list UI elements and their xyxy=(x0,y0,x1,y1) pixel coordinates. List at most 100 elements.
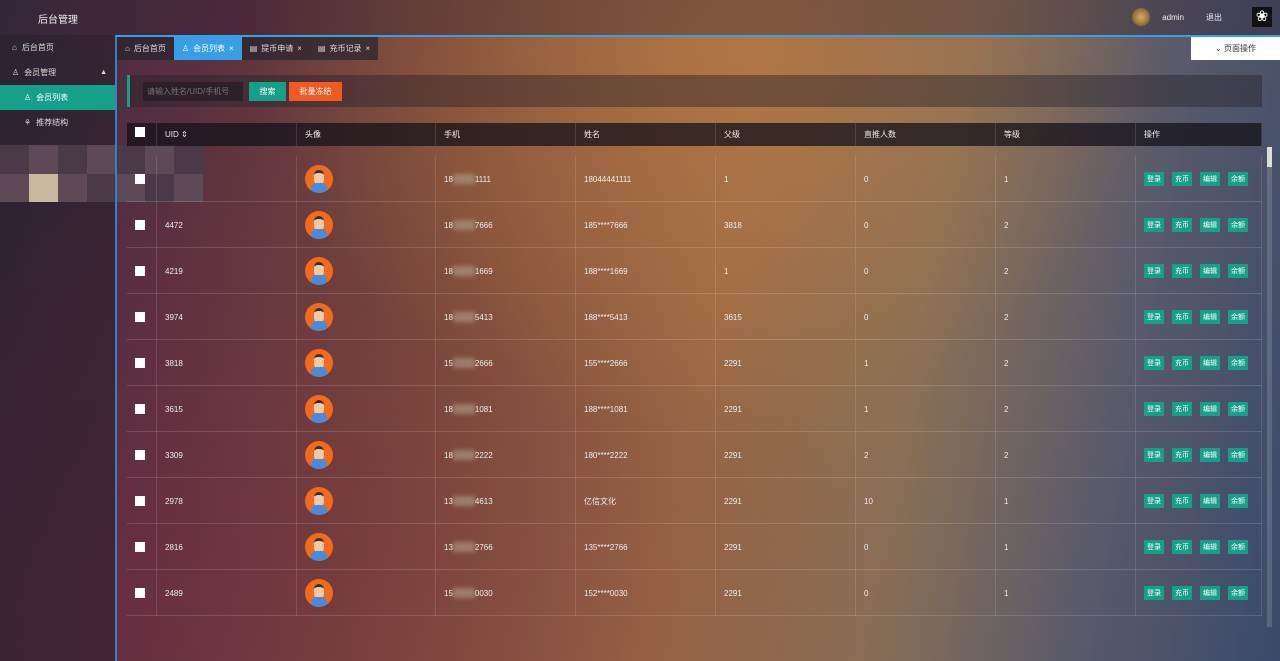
name-cell: 155****2666 xyxy=(576,340,716,386)
avatar xyxy=(305,303,333,331)
direct-count-cell: 0 xyxy=(856,524,996,570)
action-login-button[interactable]: 登录 xyxy=(1144,356,1164,370)
action-deposit-button[interactable]: 充币 xyxy=(1172,448,1192,462)
row-checkbox[interactable] xyxy=(135,496,145,506)
action-balance-button[interactable]: 余额 xyxy=(1228,218,1248,232)
action-edit-button[interactable]: 编辑 xyxy=(1200,448,1220,462)
action-login-button[interactable]: 登录 xyxy=(1144,448,1164,462)
action-balance-button[interactable]: 余额 xyxy=(1228,540,1248,554)
action-deposit-button[interactable]: 充币 xyxy=(1172,264,1192,278)
row-checkbox[interactable] xyxy=(135,266,145,276)
close-icon[interactable]: × xyxy=(365,44,371,53)
select-all-checkbox[interactable] xyxy=(135,127,145,137)
direct-count-cell: 0 xyxy=(856,248,996,294)
action-edit-button[interactable]: 编辑 xyxy=(1200,586,1220,600)
action-balance-button[interactable]: 余额 xyxy=(1228,172,1248,186)
uid-cell: 3615 xyxy=(157,386,297,432)
action-login-button[interactable]: 登录 xyxy=(1144,540,1164,554)
sidebar-item-member-list[interactable]: ♙ 会员列表 xyxy=(0,85,115,110)
action-deposit-button[interactable]: 充币 xyxy=(1172,494,1192,508)
search-button[interactable]: 搜索 xyxy=(249,82,286,101)
action-balance-button[interactable]: 余额 xyxy=(1228,310,1248,324)
action-login-button[interactable]: 登录 xyxy=(1144,494,1164,508)
action-edit-button[interactable]: 编辑 xyxy=(1200,218,1220,232)
phone-cell: 15 2666 xyxy=(436,340,576,386)
tab-withdraw-requests[interactable]: ▤ 提币申请 × xyxy=(242,37,310,60)
parent-cell: 2291 xyxy=(716,478,856,524)
phone-cell: 18 1111 xyxy=(436,156,576,202)
close-icon[interactable]: × xyxy=(297,44,302,53)
home-icon: ⌂ xyxy=(125,44,130,53)
action-deposit-button[interactable]: 充币 xyxy=(1172,356,1192,370)
action-edit-button[interactable]: 编辑 xyxy=(1200,172,1220,186)
row-checkbox[interactable] xyxy=(135,358,145,368)
action-balance-button[interactable]: 余额 xyxy=(1228,264,1248,278)
level-cell: 1 xyxy=(996,570,1136,616)
row-checkbox[interactable] xyxy=(135,450,145,460)
tab-deposit-records[interactable]: ▤ 充币记录 × xyxy=(310,37,378,60)
name-cell: 188****1669 xyxy=(576,248,716,294)
action-deposit-button[interactable]: 充币 xyxy=(1172,172,1192,186)
parent-cell: 2291 xyxy=(716,386,856,432)
page-operations-dropdown[interactable]: ⌄ 页面操作 xyxy=(1191,37,1280,60)
logout-link[interactable]: 退出 xyxy=(1206,12,1222,22)
action-deposit-button[interactable]: 充币 xyxy=(1172,310,1192,324)
row-checkbox[interactable] xyxy=(135,174,145,184)
row-checkbox[interactable] xyxy=(135,312,145,322)
action-login-button[interactable]: 登录 xyxy=(1144,586,1164,600)
action-edit-button[interactable]: 编辑 xyxy=(1200,310,1220,324)
action-balance-button[interactable]: 余额 xyxy=(1228,586,1248,600)
column-uid[interactable]: UID ⇕ xyxy=(157,123,297,146)
direct-count-cell: 0 xyxy=(856,156,996,202)
sidebar-item-referral-tree[interactable]: ⚘ 推荐结构 xyxy=(0,110,115,135)
row-checkbox[interactable] xyxy=(135,220,145,230)
sidebar-item-home[interactable]: ⌂ 后台首页 xyxy=(0,35,115,60)
row-checkbox[interactable] xyxy=(135,588,145,598)
tab-label: 后台首页 xyxy=(133,44,166,53)
close-icon[interactable]: × xyxy=(229,44,234,53)
action-edit-button[interactable]: 编辑 xyxy=(1200,402,1220,416)
action-edit-button[interactable]: 编辑 xyxy=(1200,264,1220,278)
home-icon: ⌂ xyxy=(12,43,17,52)
avatar xyxy=(305,211,333,239)
action-login-button[interactable]: 登录 xyxy=(1144,218,1164,232)
scrollbar[interactable] xyxy=(1267,147,1272,627)
sidebar-item-member-management[interactable]: ♙ 会员管理 ▲ xyxy=(0,60,115,85)
action-deposit-button[interactable]: 充币 xyxy=(1172,218,1192,232)
search-input[interactable] xyxy=(143,82,243,101)
table-row: 2489 15 0030 152****0030 2291 0 1 登录 充币 编辑余… xyxy=(127,570,1262,616)
action-edit-button[interactable]: 编辑 xyxy=(1200,356,1220,370)
user-icon: ♙ xyxy=(12,68,20,77)
row-checkbox[interactable] xyxy=(135,404,145,414)
action-edit-button[interactable]: 编辑 xyxy=(1200,540,1220,554)
action-deposit-button[interactable]: 充币 xyxy=(1172,540,1192,554)
column-name: 姓名 xyxy=(576,123,716,146)
action-login-button[interactable]: 登录 xyxy=(1144,310,1164,324)
tab-member-list[interactable]: ♙ 会员列表 × xyxy=(173,37,242,60)
action-balance-button[interactable]: 余额 xyxy=(1228,356,1248,370)
direct-count-cell: 10 xyxy=(856,478,996,524)
batch-freeze-button[interactable]: 批量冻结 xyxy=(289,82,342,101)
action-edit-button[interactable]: 编辑 xyxy=(1200,494,1220,508)
username[interactable]: admin xyxy=(1162,12,1184,22)
parent-cell: 1 xyxy=(716,248,856,294)
action-deposit-button[interactable]: 充币 xyxy=(1172,586,1192,600)
admin-avatar[interactable] xyxy=(1132,8,1151,26)
action-balance-button[interactable]: 余额 xyxy=(1228,402,1248,416)
phone-cell: 18 1081 xyxy=(436,386,576,432)
column-parent: 父级 xyxy=(716,123,856,146)
direct-count-cell: 2 xyxy=(856,432,996,478)
action-login-button[interactable]: 登录 xyxy=(1144,264,1164,278)
action-balance-button[interactable]: 余额 xyxy=(1228,448,1248,462)
action-login-button[interactable]: 登录 xyxy=(1144,402,1164,416)
action-login-button[interactable]: 登录 xyxy=(1144,172,1164,186)
action-balance-button[interactable]: 余额 xyxy=(1228,494,1248,508)
action-deposit-button[interactable]: 充币 xyxy=(1172,402,1192,416)
tab-home[interactable]: ⌂ 后台首页 xyxy=(117,37,174,60)
theme-icon[interactable]: ❀ xyxy=(1252,7,1272,27)
avatar xyxy=(305,533,333,561)
row-checkbox[interactable] xyxy=(135,542,145,552)
tab-label: 会员列表 xyxy=(193,44,226,53)
avatar xyxy=(305,349,333,377)
sort-icon[interactable]: ⇕ xyxy=(181,130,188,139)
